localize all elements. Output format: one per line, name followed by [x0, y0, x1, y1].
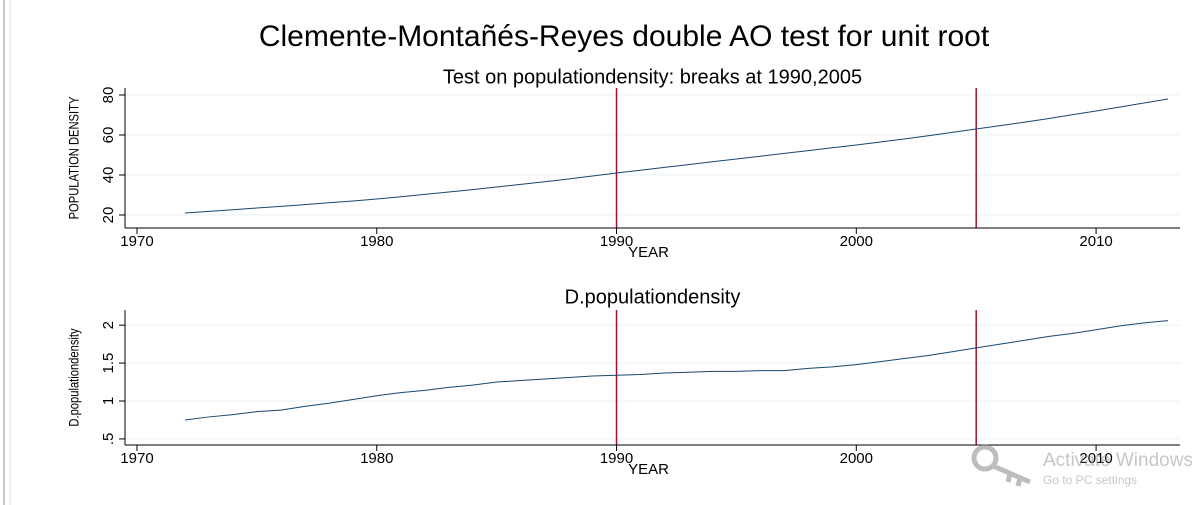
x-tick-label: 2000	[840, 233, 873, 250]
main-title: Clemente-Montañés-Reyes double AO test f…	[259, 20, 990, 53]
x-tick-label: 1980	[360, 450, 393, 467]
x-tick-label: 1990	[600, 233, 633, 250]
data-line	[184, 98, 1169, 214]
chart-subtitle: Test on populationdensity: breaks at 199…	[443, 66, 862, 88]
y-axis-label: POPULATION DENSITY	[67, 96, 82, 219]
key-icon	[992, 463, 1031, 487]
y-tick-label: 20	[100, 207, 117, 224]
y-tick-label: 80	[100, 87, 117, 104]
y-tick-label: 2	[100, 321, 117, 329]
x-tick-label: 2000	[840, 450, 873, 467]
y-axis-label: D.populationdensity	[67, 328, 82, 427]
x-tick-label: 1980	[360, 233, 393, 250]
x-tick-label: 2010	[1079, 233, 1112, 250]
x-tick-label: 1990	[600, 450, 633, 467]
x-tick-label: 1970	[120, 233, 153, 250]
watermark: Activate Windows Go to PC settings	[971, 444, 1193, 487]
y-tick-label: 60	[100, 127, 117, 144]
x-tick-label: 2010	[1079, 450, 1112, 467]
watermark-title: Activate Windows	[1043, 450, 1193, 471]
chart-subtitle: D.populationdensity	[565, 286, 741, 308]
y-tick-label: 40	[100, 167, 117, 184]
y-tick-label: 1.5	[100, 353, 117, 374]
x-axis-label: YEAR	[628, 461, 669, 478]
y-tick-label: .5	[100, 433, 117, 446]
x-tick-label: 1970	[120, 450, 153, 467]
key-icon	[971, 444, 999, 472]
y-tick-label: 1	[100, 397, 117, 405]
watermark-subtitle: Go to PC settings	[1043, 473, 1137, 487]
x-axis-label: YEAR	[628, 244, 669, 261]
data-line	[184, 320, 1169, 421]
